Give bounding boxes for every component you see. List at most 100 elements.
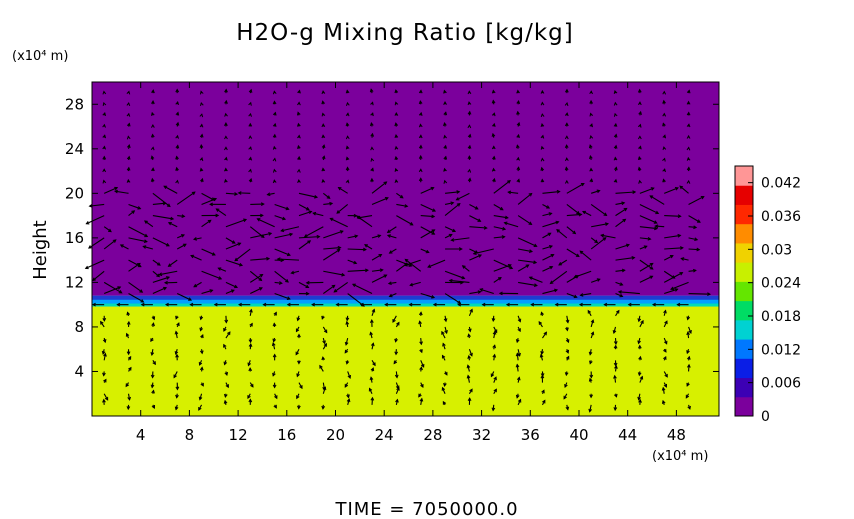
wind-vector: [158, 270, 178, 277]
wind-vector: [688, 225, 698, 230]
wind-vector: [102, 337, 107, 344]
wind-vector: [493, 376, 497, 383]
wind-vector: [371, 254, 383, 261]
wind-vector: [248, 168, 252, 173]
wind-vector: [549, 270, 568, 285]
wind-vector: [663, 348, 667, 353]
wind-vector: [639, 262, 654, 272]
y-tick-label: 16: [65, 229, 84, 247]
wind-vector: [388, 248, 397, 254]
wind-vector: [298, 382, 303, 390]
wind-vector: [491, 89, 496, 94]
wind-vector: [102, 90, 107, 95]
wind-vector: [249, 322, 253, 328]
wind-vector: [201, 289, 214, 295]
wind-vector: [248, 156, 253, 161]
wind-vector: [394, 337, 398, 343]
wind-vector: [274, 248, 291, 257]
wind-vector: [296, 111, 301, 116]
heatmap-field: [92, 82, 719, 416]
wind-vector: [662, 122, 666, 127]
wind-vector: [103, 286, 122, 295]
x-tick-label: 20: [326, 426, 345, 444]
wind-vector: [345, 89, 350, 94]
wind-vector: [639, 236, 652, 241]
wind-vector: [686, 363, 691, 372]
wind-vector: [274, 215, 287, 221]
wind-vector: [346, 398, 351, 406]
wind-vector: [345, 320, 350, 328]
wind-vector: [679, 185, 689, 194]
wind-vector: [126, 90, 131, 95]
wind-vector: [493, 203, 504, 211]
wind-vector: [472, 248, 494, 256]
wind-vector: [540, 311, 544, 316]
wind-vector: [128, 203, 142, 210]
wind-vector: [637, 337, 641, 345]
wind-vector: [177, 234, 185, 239]
wind-vector: [368, 387, 373, 394]
wind-vector: [639, 319, 644, 328]
wind-vector: [492, 344, 496, 350]
wind-vector: [638, 355, 642, 361]
wind-vector: [565, 315, 570, 324]
wind-vector: [336, 204, 349, 214]
wind-vector: [588, 349, 593, 356]
wind-vector: [613, 178, 618, 183]
wind-vector: [540, 178, 545, 183]
wind-vector: [639, 275, 654, 283]
wind-vector: [298, 210, 313, 217]
wind-vector: [225, 259, 244, 267]
wind-vector: [371, 197, 389, 205]
wind-vector: [356, 215, 373, 220]
wind-vector: [662, 112, 667, 117]
wind-vector: [192, 237, 202, 241]
wind-vector: [518, 259, 538, 265]
wind-vector: [590, 204, 608, 217]
wind-vector: [297, 134, 301, 139]
wind-vector: [467, 90, 472, 95]
wind-vector: [394, 101, 399, 106]
wind-vector: [396, 259, 413, 267]
wind-vector: [686, 134, 691, 139]
wind-vector: [174, 330, 179, 339]
wind-vector: [639, 215, 658, 224]
wind-vector: [418, 168, 423, 173]
wind-vector: [312, 211, 324, 217]
wind-vector: [565, 349, 570, 354]
wind-vector: [249, 308, 253, 316]
field-band-light: [92, 303, 719, 307]
wind-vector: [493, 388, 497, 395]
wind-vector: [224, 371, 229, 377]
wind-vector: [345, 135, 350, 140]
wind-vector: [588, 404, 593, 413]
wind-vector: [686, 111, 691, 116]
wind-vector: [198, 393, 203, 401]
wind-vector: [638, 398, 642, 405]
wind-vector: [663, 371, 668, 378]
wind-vector: [420, 248, 430, 254]
wind-vector: [249, 270, 263, 282]
wind-vector: [272, 371, 276, 377]
wind-vector: [442, 342, 446, 350]
wind-vector: [152, 286, 168, 295]
wind-vector: [589, 123, 593, 128]
wind-vector: [664, 288, 679, 295]
wind-vector: [224, 167, 228, 172]
wind-vector: [394, 155, 399, 161]
wind-vector: [418, 320, 422, 328]
wind-vector: [272, 122, 277, 127]
wind-vector: [443, 111, 448, 116]
wind-vector: [225, 237, 236, 244]
colorbar-segment: [735, 223, 753, 244]
wind-vector: [517, 237, 538, 248]
wind-vector: [564, 179, 569, 184]
wind-vector: [290, 270, 300, 275]
wind-vector: [448, 278, 470, 283]
wind-vector: [418, 89, 423, 94]
wind-vector: [613, 101, 618, 106]
wind-vector: [420, 214, 436, 219]
wind-vector: [102, 398, 106, 405]
y-tick-label: 24: [65, 140, 84, 158]
wind-vector: [589, 155, 593, 161]
